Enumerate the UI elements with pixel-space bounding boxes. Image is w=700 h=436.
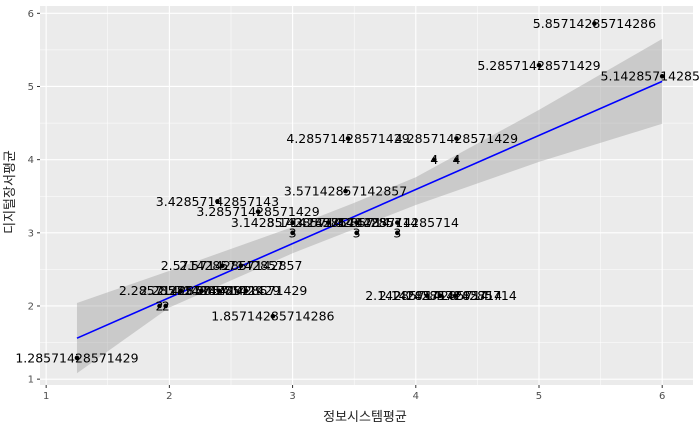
y-tick-label: 1 (28, 375, 34, 386)
data-point (326, 220, 331, 225)
data-point (354, 230, 359, 236)
data-label: 4 (452, 152, 460, 167)
x-tick-label: 6 (659, 391, 665, 402)
data-point (395, 220, 400, 225)
y-tick-label: 4 (28, 155, 34, 166)
y-tick-label: 2 (28, 301, 34, 312)
data-label: 3.14285714285714 (231, 215, 354, 230)
data-point (215, 199, 220, 204)
data-points (74, 21, 665, 361)
data-label: 3 (393, 225, 401, 240)
data-point (74, 355, 80, 361)
data-point (424, 293, 430, 299)
data-point (431, 157, 437, 162)
data-label: 2.28571428571429 (119, 283, 242, 298)
x-tick-label: 4 (413, 391, 419, 402)
x-tick-label: 5 (536, 391, 542, 402)
data-label: 4.28571428571429 (286, 131, 409, 146)
data-point (454, 136, 459, 141)
data-point (343, 188, 348, 194)
grid-lines (40, 6, 693, 385)
confidence-band (76, 38, 663, 374)
x-tick-label: 1 (43, 391, 49, 402)
y-axis-title: 디지털장서평균 (3, 150, 18, 234)
data-label: 5.28571428571429 (477, 58, 600, 73)
data-label: 3.14285714285714 (295, 215, 418, 230)
data-point (345, 136, 351, 141)
data-label: 3 (353, 225, 361, 240)
data-label: 5.14285714285714 (601, 69, 700, 84)
data-label: 3.14285714285714 (267, 215, 390, 230)
data-point (290, 230, 295, 236)
data-label: 1.28571428571429 (15, 350, 138, 365)
data-point (157, 303, 162, 309)
x-axis-title: 정보시스템평균 (323, 410, 407, 425)
data-label: 2.28571428571429 (140, 283, 263, 298)
data-point (220, 263, 225, 269)
data-point (290, 220, 295, 225)
data-point (243, 288, 249, 293)
data-label: 3.57142857142857 (284, 184, 407, 199)
data-label: 3.14285714285714 (336, 215, 459, 230)
data-label: 3.42857142857143 (156, 194, 279, 209)
data-label: 5.85714285714286 (533, 16, 656, 31)
data-point (255, 209, 261, 214)
data-label: 1.85714285714286 (211, 309, 334, 324)
data-label: 2.28571428571429 (184, 283, 307, 298)
data-label: 3.28571428571429 (196, 204, 319, 219)
data-point (395, 230, 400, 236)
data-label: 2.14285714285714 (379, 288, 502, 303)
y-tick-label: 6 (28, 9, 34, 20)
data-point (659, 73, 665, 79)
data-label: 2 (156, 298, 164, 313)
data-point (178, 288, 183, 293)
data-label: 2.57142857142857 (161, 258, 284, 273)
x-tick-label: 3 (289, 391, 295, 402)
data-label: 2.14285714285714 (365, 288, 488, 303)
data-point (163, 303, 168, 309)
data-point (454, 157, 459, 162)
data-label: 2.28571428571429 (157, 283, 280, 298)
data-point (438, 293, 443, 299)
data-point (536, 62, 542, 68)
data-label: 3 (289, 225, 297, 240)
axes: 1 2 3 4 5 6 1 2 3 4 5 6 (28, 9, 666, 402)
data-point (354, 220, 359, 225)
regression-line (76, 80, 663, 339)
data-point (452, 293, 458, 299)
plot-panel (40, 6, 693, 385)
data-point (270, 313, 276, 319)
data-label: 2 (162, 298, 170, 313)
x-tick-label: 2 (166, 391, 172, 402)
data-point (216, 288, 221, 293)
y-tick-label: 5 (28, 82, 34, 93)
data-label: 2.57142857142857 (179, 258, 302, 273)
data-point (592, 21, 597, 26)
y-tick-label: 3 (28, 228, 34, 239)
data-point (238, 263, 244, 269)
data-label: 4.28571428571429 (395, 131, 518, 146)
data-point (199, 288, 204, 293)
point-labels: 1.28571428571429222.285714285714292.2857… (15, 16, 700, 365)
data-label: 4 (430, 152, 438, 167)
data-label: 2.14285714285714 (394, 288, 517, 303)
